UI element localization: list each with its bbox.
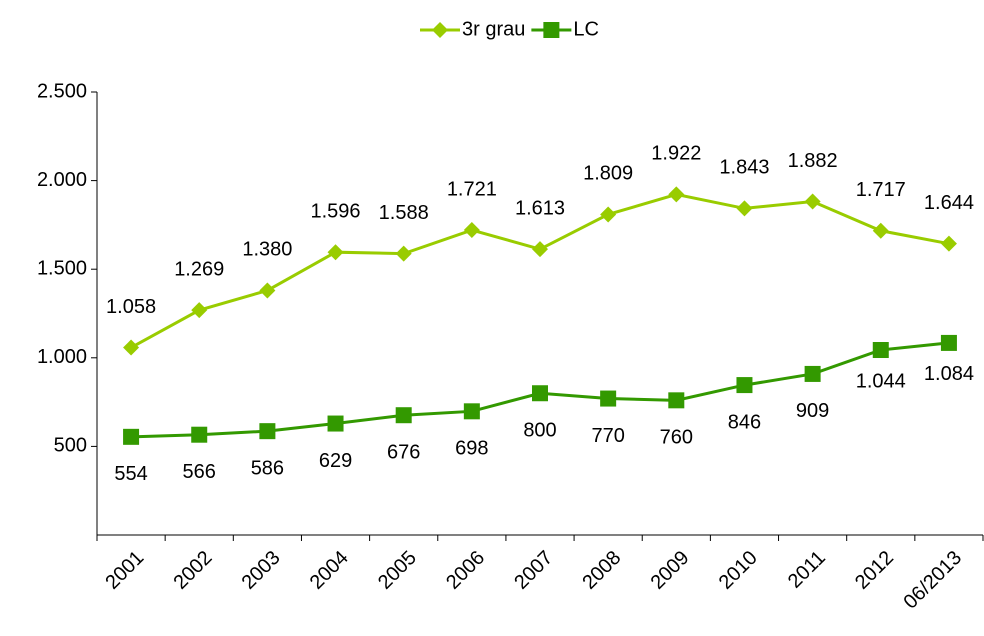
data-point — [668, 186, 685, 203]
data-point — [804, 193, 821, 210]
data-point — [804, 365, 821, 382]
data-label: 1.613 — [515, 197, 565, 219]
data-label: 909 — [796, 400, 829, 422]
y-tick-label: 500 — [54, 435, 87, 457]
data-point — [327, 244, 344, 261]
x-tick-label: 2006 — [442, 547, 489, 594]
data-label: 586 — [251, 457, 284, 479]
data-label: 566 — [183, 461, 216, 483]
data-point — [259, 282, 276, 299]
data-label: 676 — [387, 441, 420, 463]
data-point — [532, 385, 548, 402]
data-label: 1.084 — [924, 363, 974, 385]
data-label: 1.922 — [651, 143, 701, 165]
data-label: 770 — [591, 425, 624, 447]
data-label: 1.044 — [856, 370, 906, 392]
data-label: 1.644 — [924, 192, 974, 214]
data-point — [600, 390, 617, 407]
data-point — [600, 206, 617, 223]
data-label: 1.588 — [379, 202, 429, 224]
data-label: 1.596 — [311, 200, 361, 222]
data-point — [395, 407, 412, 424]
data-point — [463, 403, 480, 420]
data-point — [736, 200, 753, 217]
x-tick-label: 2002 — [169, 547, 216, 594]
data-point — [395, 245, 412, 262]
data-label: 629 — [319, 450, 352, 472]
data-point — [872, 222, 889, 239]
data-point — [668, 392, 685, 409]
data-point — [123, 339, 140, 356]
x-tick-label: 2012 — [851, 547, 898, 594]
data-label: 698 — [455, 438, 488, 460]
data-point — [940, 334, 957, 351]
data-label: 1.380 — [242, 239, 292, 261]
legend-marker — [543, 22, 560, 38]
data-label: 800 — [523, 420, 556, 442]
x-tick-label: 2009 — [647, 547, 694, 594]
x-tick-label: 06/2013 — [900, 547, 967, 614]
data-point — [736, 377, 753, 394]
data-label: 1.269 — [174, 258, 224, 280]
x-tick-label: 2005 — [374, 547, 421, 594]
x-tick-label: 2001 — [101, 547, 148, 594]
data-point — [191, 426, 208, 443]
data-label: 846 — [728, 411, 761, 433]
data-label: 760 — [660, 427, 693, 449]
data-point — [259, 423, 276, 440]
data-label: 1.882 — [788, 150, 838, 172]
data-label: 1.058 — [106, 296, 156, 318]
data-point — [532, 241, 548, 258]
data-point — [872, 342, 889, 359]
y-tick-label: 2.500 — [37, 80, 87, 102]
x-tick-label: 2011 — [784, 547, 830, 593]
data-point — [327, 415, 344, 432]
y-tick-label: 1.000 — [37, 346, 87, 368]
x-tick-label: 2004 — [306, 547, 353, 594]
data-label: 1.717 — [856, 179, 906, 201]
legend-label: 3r grau — [462, 18, 525, 40]
y-tick-label: 2.000 — [37, 169, 87, 191]
data-point — [463, 222, 480, 239]
x-tick-label: 2003 — [238, 547, 285, 594]
x-tick-label: 2008 — [578, 547, 625, 594]
data-label: 554 — [114, 463, 147, 485]
data-label: 1.809 — [583, 163, 633, 185]
x-tick-label: 2010 — [715, 547, 762, 594]
legend-marker — [432, 22, 448, 38]
data-point — [123, 428, 140, 445]
x-tick-label: 2007 — [510, 547, 557, 594]
legend-label: LC — [573, 18, 599, 40]
y-tick-label: 1.500 — [37, 257, 87, 279]
data-point — [940, 235, 957, 252]
data-point — [191, 302, 208, 319]
data-label: 1.721 — [447, 178, 497, 200]
data-label: 1.843 — [719, 157, 769, 179]
